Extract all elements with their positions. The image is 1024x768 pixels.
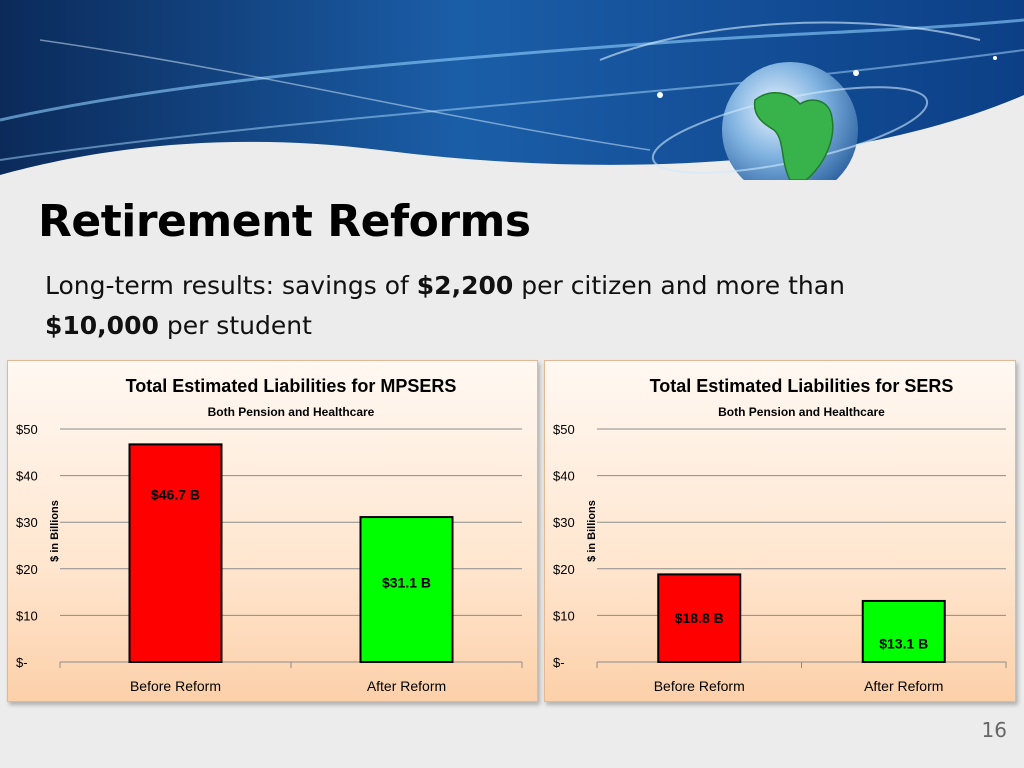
y-axis-label: $ in Billions xyxy=(586,500,598,562)
y-tick-label: $40 xyxy=(553,469,575,484)
data-label: $13.1 B xyxy=(879,636,928,652)
chart-title: Total Estimated Liabilities for SERS xyxy=(650,376,954,396)
y-tick-label: $50 xyxy=(16,422,38,437)
bar-after-reform xyxy=(359,516,454,663)
subtitle-text: per student xyxy=(158,311,312,340)
y-tick-label: $50 xyxy=(553,422,575,437)
y-tick-label: $30 xyxy=(16,515,38,530)
chart-sers: Total Estimated Liabilities for SERS Both… xyxy=(544,360,1016,702)
chart-title: Total Estimated Liabilities for MPSERS xyxy=(126,376,457,396)
subtitle-text: per citizen and more than xyxy=(513,271,845,300)
slide-title: Retirement Reforms xyxy=(38,196,531,247)
bar-after-reform xyxy=(861,599,946,663)
y-tick-label: $- xyxy=(16,655,28,670)
x-category-label: After Reform xyxy=(864,678,943,694)
page-number: 16 xyxy=(981,718,1007,742)
y-tick-label: $20 xyxy=(16,562,38,577)
x-category-label: Before Reform xyxy=(654,678,745,694)
data-label: $18.8 B xyxy=(675,610,724,626)
data-label: $46.7 B xyxy=(151,486,200,502)
chart-mpsers: Total Estimated Liabilities for MPSERS Bo… xyxy=(7,360,538,702)
y-tick-label: $10 xyxy=(16,608,38,623)
header-banner xyxy=(0,0,1024,180)
subtitle-highlight: $2,200 xyxy=(416,271,514,300)
chart-subtitle: Both Pension and Healthcare xyxy=(208,405,375,419)
y-tick-label: $10 xyxy=(553,608,575,623)
y-tick-label: $- xyxy=(553,655,565,670)
bar-before-reform xyxy=(657,573,742,663)
y-tick-label: $20 xyxy=(553,562,575,577)
y-axis-label: $ in Billions xyxy=(49,500,61,562)
chart-mpsers-svg: Total Estimated Liabilities for MPSERS Bo… xyxy=(16,376,523,694)
x-category-label: Before Reform xyxy=(130,678,221,694)
slide-subtitle: Long-term results: savings of $2,200 per… xyxy=(45,266,965,346)
subtitle-text: Long-term results: savings of xyxy=(45,271,417,300)
bar-before-reform xyxy=(128,443,223,663)
chart-subtitle: Both Pension and Healthcare xyxy=(718,405,885,419)
y-tick-label: $30 xyxy=(553,515,575,530)
chart-sers-svg: Total Estimated Liabilities for SERS Both… xyxy=(553,376,1007,694)
data-label: $31.1 B xyxy=(382,574,431,590)
y-tick-label: $40 xyxy=(16,469,38,484)
subtitle-highlight: $10,000 xyxy=(45,311,159,340)
x-category-label: After Reform xyxy=(367,678,446,694)
